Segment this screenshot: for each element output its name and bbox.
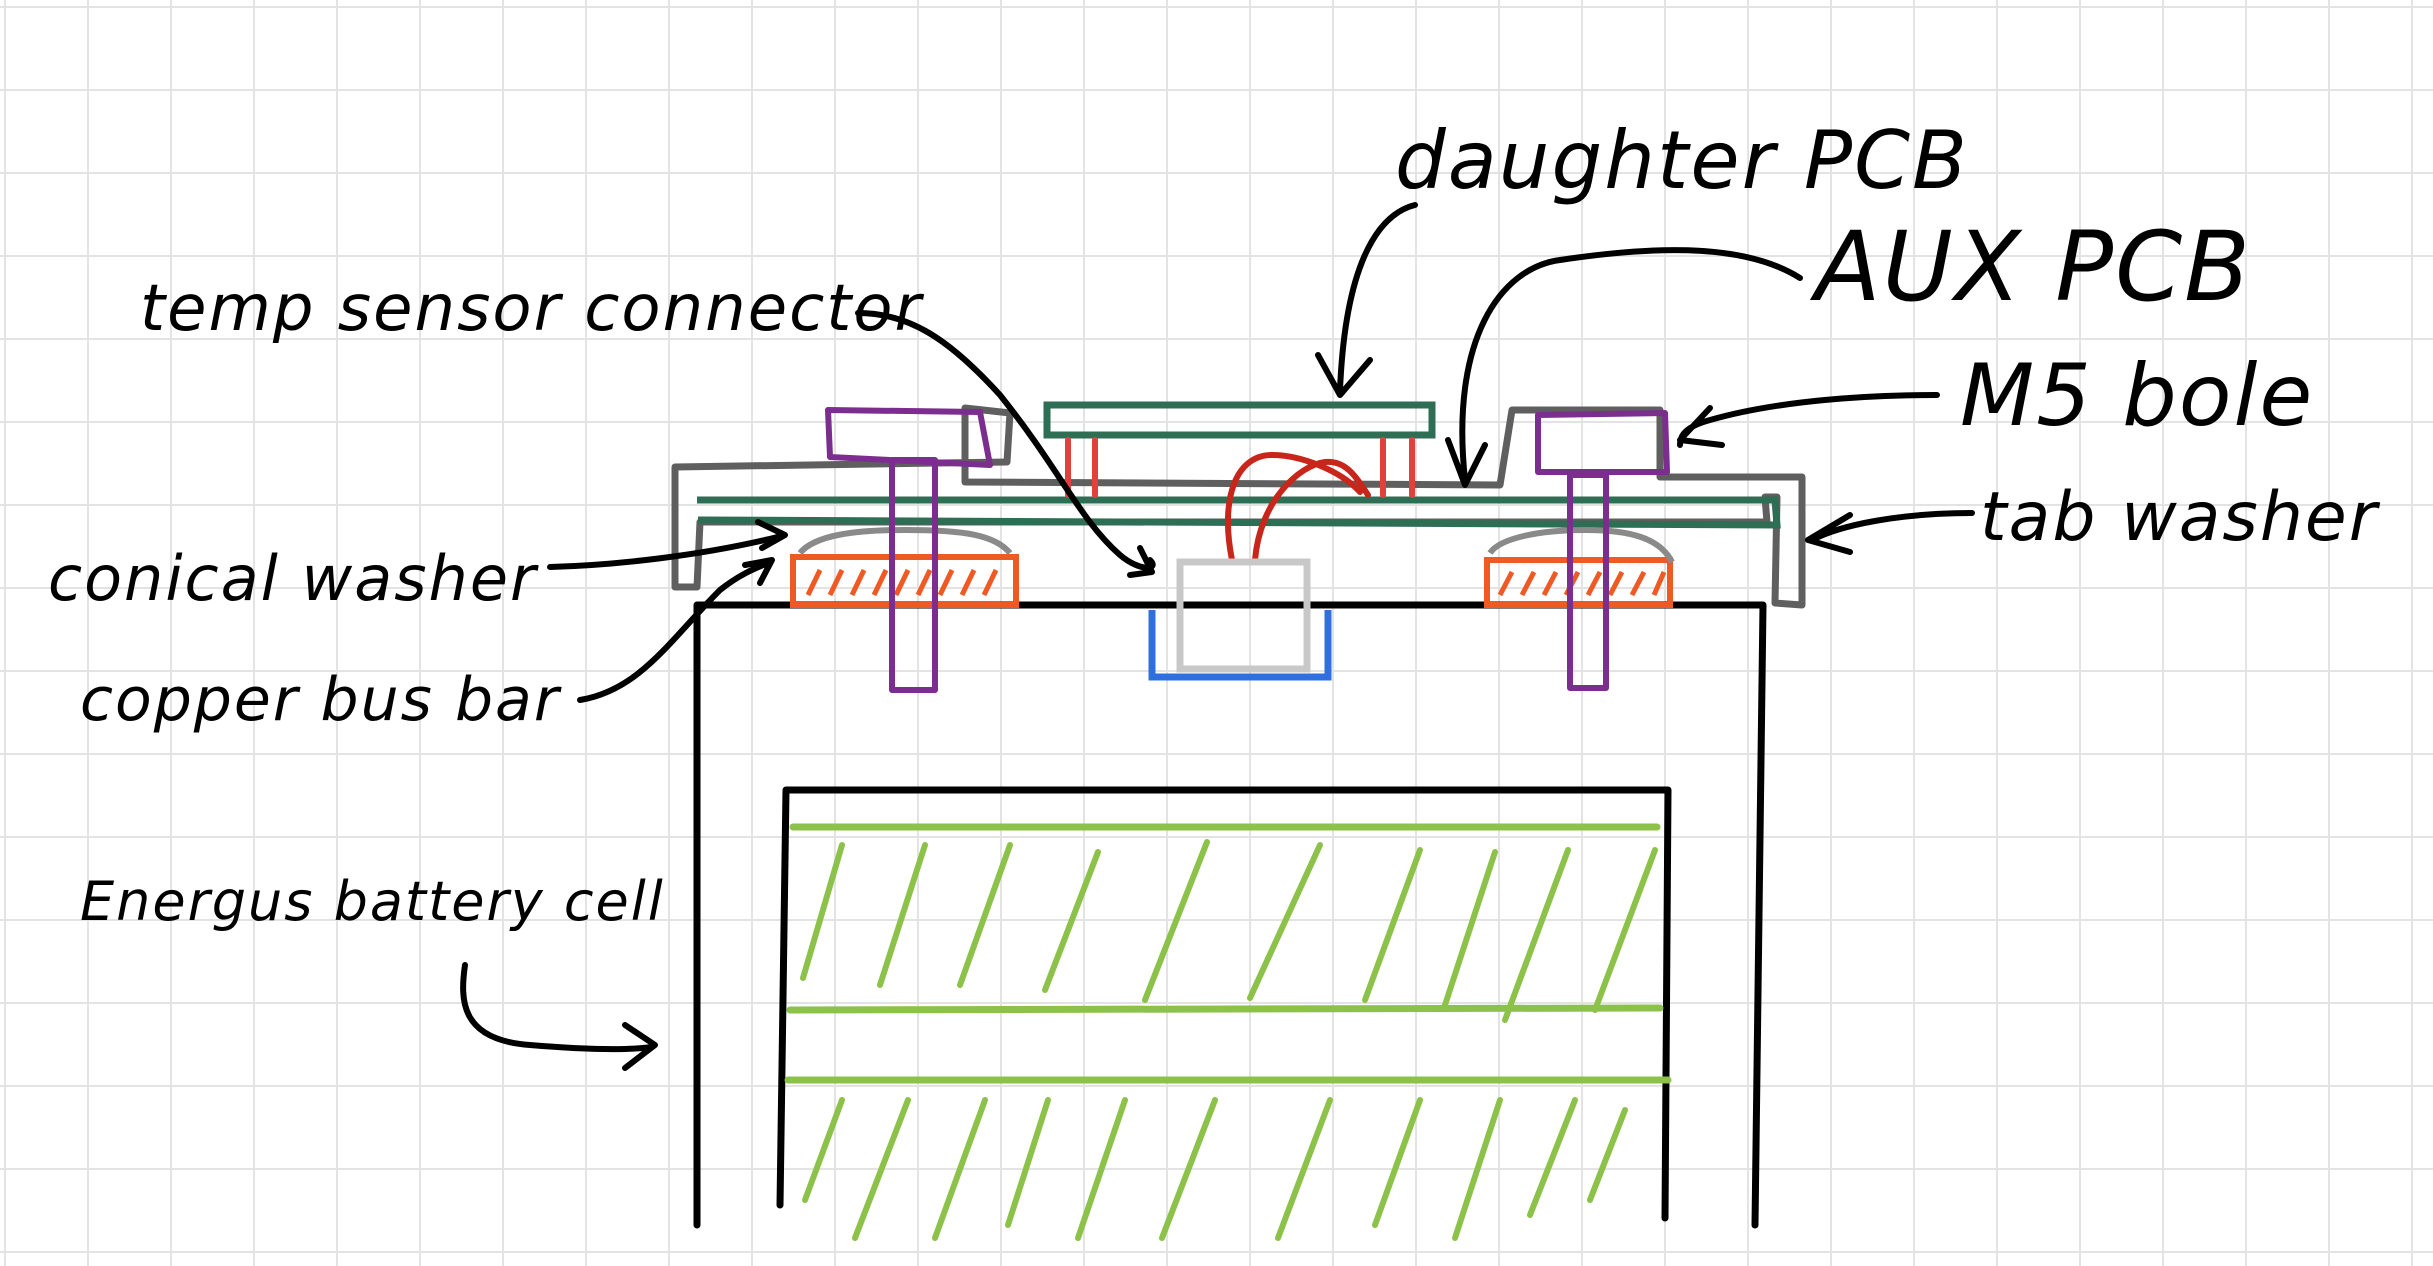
m5-bolt-left [825, 407, 993, 693]
hatch-stroke [1362, 847, 1423, 1003]
temp-sensor-connector-body [1176, 558, 1311, 673]
label-copper-bus-bar: copper bus bar [80, 665, 562, 735]
hatch-stroke [852, 1097, 911, 1241]
arrow-battery-cell [460, 962, 658, 1071]
hatch-stroke [877, 842, 928, 988]
wire [1252, 458, 1371, 563]
bus-bar-body [1484, 557, 1673, 608]
hatch-stroke [1452, 1097, 1503, 1241]
arrow-aux-pcb [1445, 247, 1803, 488]
arrow-tab-washer [1805, 510, 1975, 555]
hatch-stroke [1592, 847, 1658, 1013]
daughter-pcb [1043, 401, 1436, 439]
hatch-stroke [1142, 839, 1210, 1003]
hatch-stroke [957, 842, 1013, 988]
hatch-stroke [1502, 847, 1571, 1023]
bolt-head [825, 407, 993, 468]
wire [1224, 451, 1363, 563]
hatch-stroke [1075, 1097, 1128, 1241]
hatch-stroke [1005, 1097, 1051, 1228]
conical-washer-right [1487, 526, 1675, 564]
hatch-stroke [802, 1097, 845, 1203]
cell-hatching-lower [802, 1097, 1628, 1241]
hatch-stroke [1527, 1097, 1578, 1218]
labels: daughter PCB AUX PCB M5 bole tab washer … [48, 114, 2381, 933]
aux-pcb [697, 496, 1781, 529]
battery-cell-inner-outline [776, 786, 1672, 1222]
hatch-stroke [1372, 1097, 1423, 1228]
arrow-temp-sensor-connector [855, 310, 1156, 578]
bolt-shank [889, 457, 938, 693]
hatch-stroke [1275, 1097, 1333, 1241]
arrow-conical-washer [547, 519, 788, 570]
bus-bar-body [790, 554, 1019, 608]
hatch-stroke [800, 842, 845, 981]
cell-hatching-upper [800, 839, 1658, 1023]
electrode-line [786, 1004, 1664, 1014]
temp-sensor-wires [1224, 451, 1371, 563]
temp-sensor-connector-base [1148, 610, 1332, 681]
annotation-arrows [460, 202, 1975, 1071]
hatch-stroke [932, 1097, 988, 1241]
bus-bar-hatching [805, 568, 999, 597]
hatch-stroke [1442, 849, 1498, 1008]
label-aux-pcb: AUX PCB [1809, 211, 2252, 323]
hatch-stroke [1042, 849, 1101, 993]
arrow-daughter-pcb [1315, 202, 1418, 398]
copper-bus-bar-right [1484, 557, 1673, 608]
label-tab-washer: tab washer [1980, 478, 2381, 557]
bolt-shank [1567, 472, 1609, 691]
cell-electrodes [784, 823, 1672, 1084]
battery-cell [693, 601, 1767, 1229]
label-temp-sensor-connector: temp sensor connector [140, 272, 925, 346]
hatch-stroke [1247, 842, 1323, 1001]
label-battery-cell: Energus battery cell [80, 870, 665, 933]
arrow-copper-bus-bar [577, 557, 775, 703]
hatch-stroke [1159, 1097, 1218, 1241]
copper-bus-bar-left [790, 554, 1019, 608]
bolt-head [1535, 410, 1670, 475]
hatch-stroke [1587, 1107, 1628, 1203]
conical-washer-left [797, 526, 1013, 556]
arrow-m5-bolt [1677, 392, 1940, 448]
battery-cell-outline [693, 601, 1767, 1229]
label-m5-bolt: M5 bole [1960, 346, 2314, 446]
label-daughter-pcb: daughter PCB [1395, 114, 1969, 207]
bus-bar-hatching [1497, 570, 1667, 597]
label-conical-washer: conical washer [48, 542, 539, 615]
m5-bolt-right [1535, 410, 1670, 691]
